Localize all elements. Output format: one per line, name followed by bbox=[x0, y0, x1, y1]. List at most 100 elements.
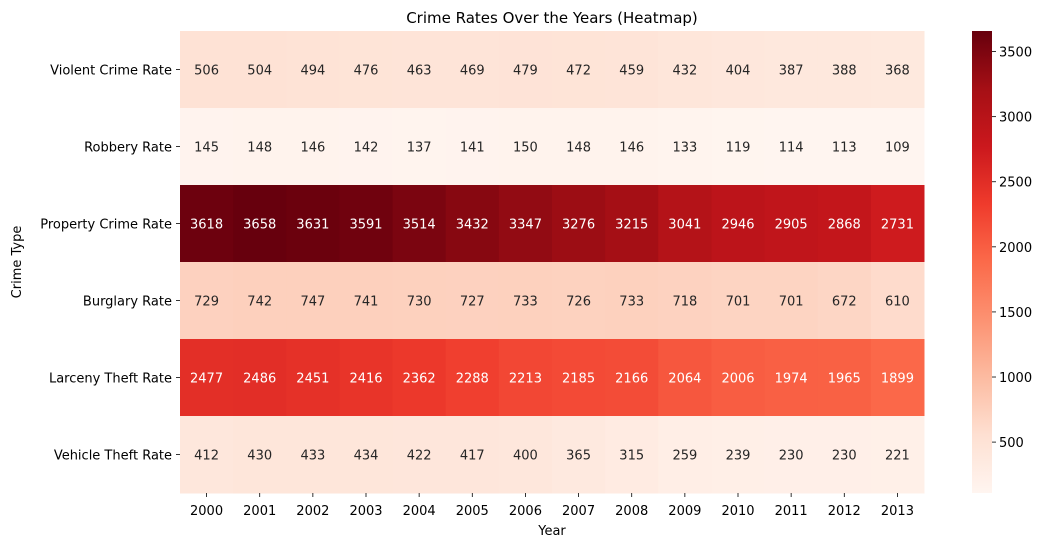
cell-value-label: 3215 bbox=[615, 218, 648, 233]
cell-value-label: 504 bbox=[247, 64, 272, 79]
heatmap-cell bbox=[605, 416, 659, 494]
cell-value-label: 2486 bbox=[243, 372, 276, 387]
cell-value-label: 479 bbox=[513, 64, 538, 79]
heatmap-cell bbox=[233, 262, 287, 340]
heatmap-cell bbox=[764, 31, 819, 109]
heatmap-cell bbox=[817, 31, 872, 109]
cell-value-label: 230 bbox=[779, 449, 804, 464]
heatmap-cell bbox=[180, 339, 234, 417]
x-tick-label: 2005 bbox=[456, 504, 489, 519]
y-tick-label: Violent Crime Rate bbox=[50, 64, 172, 79]
heatmap-cell bbox=[870, 416, 925, 494]
cell-value-label: 3631 bbox=[296, 218, 329, 233]
cell-value-label: 459 bbox=[619, 64, 644, 79]
heatmap-cell bbox=[339, 416, 394, 494]
cell-value-label: 2166 bbox=[615, 372, 648, 387]
heatmap-cell bbox=[870, 339, 925, 417]
x-tick-label: 2007 bbox=[562, 504, 595, 519]
x-tick-label: 2012 bbox=[828, 504, 861, 519]
y-axis-label: Crime Type bbox=[10, 226, 25, 299]
heatmap-cell bbox=[498, 108, 553, 186]
cell-value-label: 434 bbox=[354, 449, 379, 464]
cell-value-label: 2213 bbox=[509, 372, 542, 387]
cell-value-label: 417 bbox=[460, 449, 485, 464]
cell-value-label: 412 bbox=[194, 449, 219, 464]
x-tick-label: 2008 bbox=[615, 504, 648, 519]
colorbar-tick-label: 2000 bbox=[999, 241, 1032, 256]
heatmap-cell bbox=[286, 262, 340, 340]
heatmap-cell bbox=[764, 108, 819, 186]
cell-value-label: 2416 bbox=[349, 372, 382, 387]
cell-value-label: 3514 bbox=[403, 218, 436, 233]
heatmap-cell bbox=[605, 108, 659, 186]
heatmap-cell bbox=[870, 108, 925, 186]
y-tick-label: Property Crime Rate bbox=[40, 218, 172, 233]
heatmap-cell bbox=[392, 416, 447, 494]
cell-value-label: 726 bbox=[566, 295, 591, 310]
heatmap-cell bbox=[233, 339, 287, 417]
x-tick-label: 2010 bbox=[721, 504, 754, 519]
cell-value-label: 2362 bbox=[403, 372, 436, 387]
cell-value-label: 137 bbox=[407, 141, 432, 156]
heatmap-cell bbox=[392, 31, 447, 109]
cell-value-label: 729 bbox=[194, 295, 219, 310]
cell-value-label: 3658 bbox=[243, 218, 276, 233]
cell-value-label: 113 bbox=[832, 141, 857, 156]
heatmap-cell bbox=[870, 185, 925, 263]
cell-value-label: 142 bbox=[354, 141, 379, 156]
cell-value-label: 119 bbox=[726, 141, 751, 156]
heatmap-cell bbox=[817, 416, 872, 494]
heatmap-cell bbox=[180, 416, 234, 494]
cell-value-label: 3276 bbox=[562, 218, 595, 233]
cell-value-label: 133 bbox=[672, 141, 697, 156]
heatmap-cell bbox=[445, 31, 500, 109]
heatmap-cell bbox=[233, 31, 287, 109]
heatmap-cell bbox=[445, 185, 500, 263]
x-tick-label: 2002 bbox=[296, 504, 329, 519]
heatmap-cell bbox=[764, 339, 819, 417]
cell-value-label: 469 bbox=[460, 64, 485, 79]
heatmap-cell bbox=[498, 185, 553, 263]
cell-value-label: 432 bbox=[672, 64, 697, 79]
cell-value-label: 230 bbox=[832, 449, 857, 464]
cell-value-label: 733 bbox=[513, 295, 538, 310]
cell-value-label: 146 bbox=[619, 141, 644, 156]
heatmap-cell bbox=[339, 108, 394, 186]
cell-value-label: 742 bbox=[247, 295, 272, 310]
cell-value-label: 387 bbox=[779, 64, 804, 79]
heatmap-cell bbox=[392, 339, 447, 417]
heatmap-cell bbox=[445, 262, 500, 340]
heatmap-cell bbox=[180, 185, 234, 263]
cell-value-label: 701 bbox=[779, 295, 804, 310]
heatmap-cell bbox=[339, 262, 394, 340]
cell-value-label: 2477 bbox=[190, 372, 223, 387]
cell-value-label: 730 bbox=[407, 295, 432, 310]
cell-value-label: 718 bbox=[672, 295, 697, 310]
x-tick-label: 2001 bbox=[243, 504, 276, 519]
heatmap-cell bbox=[764, 185, 819, 263]
cell-value-label: 422 bbox=[407, 449, 432, 464]
heatmap-cell bbox=[658, 185, 712, 263]
heatmap-cell bbox=[498, 416, 553, 494]
heatmap-cell bbox=[180, 31, 234, 109]
heatmap-cell bbox=[605, 339, 659, 417]
heatmap-cells bbox=[180, 31, 925, 494]
cell-value-label: 2064 bbox=[668, 372, 701, 387]
heatmap-cell bbox=[552, 416, 606, 494]
heatmap-cell bbox=[817, 185, 872, 263]
colorbar-tick-label: 3000 bbox=[999, 111, 1032, 126]
cell-value-label: 3432 bbox=[456, 218, 489, 233]
colorbar-tick-label: 3500 bbox=[999, 46, 1032, 61]
cell-value-label: 150 bbox=[513, 141, 538, 156]
heatmap-cell bbox=[552, 185, 606, 263]
cell-value-label: 701 bbox=[726, 295, 751, 310]
cell-value-label: 221 bbox=[885, 449, 910, 464]
cell-value-label: 2731 bbox=[881, 218, 914, 233]
cell-value-label: 1974 bbox=[775, 372, 808, 387]
heatmap-cell bbox=[286, 416, 340, 494]
heatmap-cell bbox=[658, 262, 712, 340]
cell-value-label: 3347 bbox=[509, 218, 542, 233]
cell-value-label: 472 bbox=[566, 64, 591, 79]
heatmap-cell bbox=[817, 262, 872, 340]
